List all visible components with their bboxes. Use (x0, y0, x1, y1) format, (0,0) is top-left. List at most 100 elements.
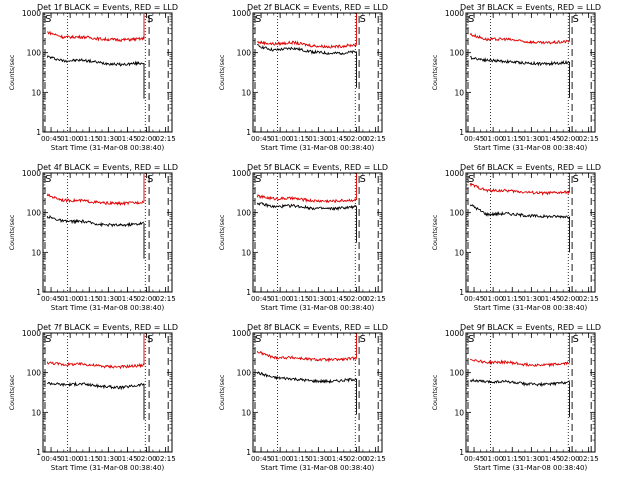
series-line-lld (469, 358, 570, 368)
x-tick-label: 01:30 (98, 295, 118, 303)
y-tick-label: 1 (36, 128, 41, 137)
y-axis-label: Counts/sec (431, 374, 439, 410)
x-tick-label: 01:45 (540, 295, 560, 303)
plot-title: Det 8f BLACK = Events, RED = LLD (247, 323, 388, 332)
y-tick-label: 1 (459, 448, 464, 457)
x-tick-label: 01:15 (502, 295, 522, 303)
x-tick-label: 01:45 (327, 135, 347, 143)
plot-panel-6: Det 6f BLACK = Events, RED = LLD Counts/s… (431, 163, 601, 312)
plot-frame (252, 12, 383, 133)
marker-s-label: S (360, 334, 366, 345)
series-line-events (46, 55, 145, 67)
y-axis-label: Counts/sec (8, 54, 16, 90)
y-tick-label: 10 (454, 408, 464, 417)
plot-title: Det 1f BLACK = Events, RED = LLD (37, 3, 178, 12)
series-line-lld (256, 350, 357, 363)
marker-s-label: S (255, 14, 261, 25)
plot-frame (42, 172, 173, 293)
x-tick-label: 01:45 (327, 455, 347, 463)
x-axis-label: Start Time (31-Mar-08 00:38:40) (51, 304, 165, 312)
series-line-events (47, 381, 145, 391)
x-tick-label: 01:00 (270, 295, 290, 303)
x-tick-label: 00:45 (251, 455, 271, 463)
marker-s-label: S (573, 14, 579, 25)
series-line-events (470, 55, 570, 67)
x-axis-label: Start Time (31-Mar-08 00:38:40) (474, 464, 588, 472)
marker-s-label: S (45, 334, 51, 345)
plot-panel-3: Det 3f BLACK = Events, RED = LLD Counts/s… (431, 3, 601, 152)
plot-title: Det 2f BLACK = Events, RED = LLD (247, 3, 388, 12)
y-axis-label: Counts/sec (8, 214, 16, 250)
x-tick-label: 00:45 (251, 295, 271, 303)
series-line-events (469, 378, 570, 387)
marker-s-label: S (360, 174, 366, 185)
x-tick-label: 02:15 (579, 455, 599, 463)
y-tick-label: 1 (36, 448, 41, 457)
y-tick-label: 100 (27, 369, 42, 378)
y-tick-label: 1 (246, 288, 251, 297)
plot-frame (42, 332, 173, 453)
y-tick-label: 10 (31, 408, 41, 417)
x-axis-label: Start Time (31-Mar-08 00:38:40) (51, 464, 165, 472)
plot-panel-1: Det 1f BLACK = Events, RED = LLD Counts/s… (8, 3, 178, 152)
plot-frame (465, 332, 596, 453)
x-axis-label: Start Time (31-Mar-08 00:38:40) (474, 304, 588, 312)
x-tick-label: 02:15 (366, 135, 386, 143)
y-tick-label: 1000 (445, 9, 464, 18)
y-tick-label: 100 (450, 209, 465, 218)
x-tick-label: 01:30 (308, 295, 328, 303)
marker-s-label: S (573, 334, 579, 345)
plot-panel-5: Det 5f BLACK = Events, RED = LLD Counts/s… (218, 163, 388, 312)
x-tick-label: 01:45 (117, 455, 137, 463)
x-tick-label: 01:15 (289, 135, 309, 143)
x-tick-label: 02:15 (156, 295, 176, 303)
x-tick-label: 02:00 (346, 295, 366, 303)
x-tick-label: 02:15 (366, 295, 386, 303)
y-tick-label: 100 (450, 49, 465, 58)
x-tick-label: 01:00 (270, 135, 290, 143)
x-tick-label: 02:00 (559, 295, 579, 303)
series-line-lld (47, 30, 145, 42)
x-tick-label: 00:45 (464, 135, 484, 143)
x-tick-label: 02:15 (579, 135, 599, 143)
x-tick-label: 01:15 (289, 295, 309, 303)
plot-panel-7: Det 7f BLACK = Events, RED = LLD Counts/s… (8, 323, 178, 472)
y-tick-label: 100 (237, 49, 252, 58)
marker-s-label: S (255, 174, 261, 185)
y-tick-label: 1000 (232, 169, 251, 178)
y-tick-label: 1 (246, 128, 251, 137)
x-tick-label: 01:30 (521, 135, 541, 143)
x-tick-label: 00:45 (41, 455, 61, 463)
x-tick-label: 00:45 (41, 295, 61, 303)
y-axis-label: Counts/sec (218, 214, 226, 250)
y-axis-label: Counts/sec (8, 374, 16, 410)
x-tick-label: 00:45 (464, 455, 484, 463)
series-line-lld (46, 361, 145, 370)
marker-s-label: S (360, 14, 366, 25)
y-tick-label: 100 (27, 209, 42, 218)
plot-panel-2: Det 2f BLACK = Events, RED = LLD Counts/s… (218, 3, 388, 152)
x-tick-label: 01:30 (308, 135, 328, 143)
x-tick-label: 01:30 (308, 455, 328, 463)
x-tick-label: 02:15 (366, 455, 386, 463)
plot-title: Det 4f BLACK = Events, RED = LLD (37, 163, 178, 172)
x-tick-label: 01:45 (540, 455, 560, 463)
x-tick-label: 02:15 (156, 135, 176, 143)
plot-title: Det 5f BLACK = Events, RED = LLD (247, 163, 388, 172)
x-axis-label: Start Time (31-Mar-08 00:38:40) (51, 144, 165, 152)
x-tick-label: 01:30 (521, 455, 541, 463)
x-tick-label: 02:00 (136, 455, 156, 463)
x-tick-label: 01:00 (483, 135, 503, 143)
y-axis-label: Counts/sec (218, 374, 226, 410)
x-tick-label: 02:15 (156, 455, 176, 463)
y-axis-label: Counts/sec (431, 214, 439, 250)
y-tick-label: 100 (450, 369, 465, 378)
x-tick-label: 01:15 (502, 455, 522, 463)
x-axis-label: Start Time (31-Mar-08 00:38:40) (261, 464, 375, 472)
marker-s-label: S (147, 174, 153, 185)
x-tick-label: 01:30 (98, 455, 118, 463)
x-tick-label: 02:00 (136, 135, 156, 143)
y-tick-label: 1000 (232, 329, 251, 338)
series-line-events (469, 204, 570, 219)
x-tick-label: 02:00 (346, 135, 366, 143)
